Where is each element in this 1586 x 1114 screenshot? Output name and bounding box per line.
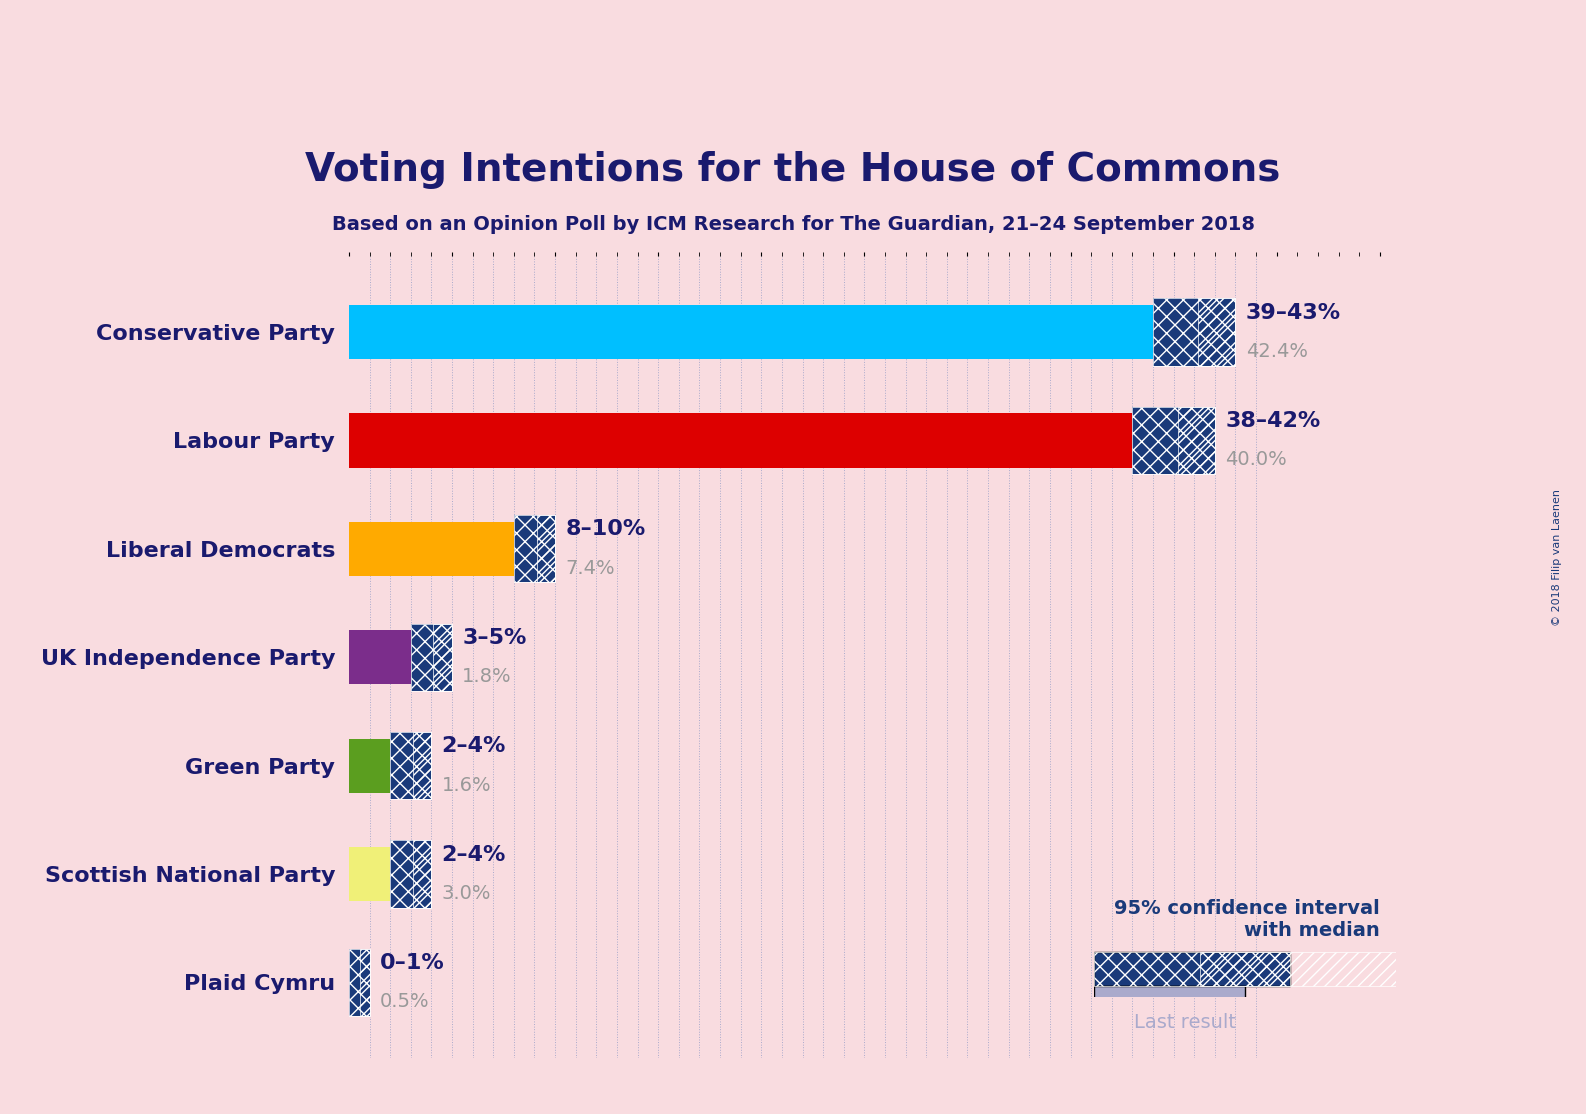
Bar [536, 516, 555, 583]
FancyBboxPatch shape [1094, 986, 1245, 1003]
Bar [349, 847, 390, 901]
Text: 40.0%: 40.0% [1224, 450, 1286, 469]
Bar [349, 860, 411, 888]
Bar [349, 427, 1174, 455]
Bar [349, 536, 501, 563]
Bar [1132, 407, 1215, 475]
Bar [349, 319, 1223, 345]
Bar [349, 413, 1132, 468]
Bar [514, 516, 555, 583]
Bar [349, 752, 382, 779]
Text: 2–4%: 2–4% [441, 736, 506, 756]
FancyBboxPatch shape [1094, 952, 1291, 986]
Bar [514, 516, 555, 583]
Bar [349, 305, 1153, 359]
Text: 8–10%: 8–10% [565, 519, 646, 539]
Text: 0.5%: 0.5% [381, 993, 430, 1012]
Text: 7.4%: 7.4% [565, 559, 615, 578]
Bar [1199, 299, 1235, 365]
Text: 39–43%: 39–43% [1247, 303, 1340, 323]
Text: 2–4%: 2–4% [441, 844, 506, 864]
Text: 95% confidence interval
with median: 95% confidence interval with median [1113, 899, 1380, 939]
Text: Based on an Opinion Poll by ICM Research for The Guardian, 21–24 September 2018: Based on an Opinion Poll by ICM Research… [331, 215, 1255, 234]
Bar [411, 624, 452, 691]
Bar [433, 624, 452, 691]
Text: 3.0%: 3.0% [441, 885, 492, 903]
Bar [412, 732, 431, 799]
Bar [390, 840, 431, 908]
Text: 1.6%: 1.6% [441, 775, 492, 794]
Bar [1153, 299, 1235, 365]
Bar [390, 840, 431, 908]
Bar [390, 732, 431, 799]
Bar [390, 732, 431, 799]
Text: 0–1%: 0–1% [381, 952, 444, 973]
Bar [349, 644, 385, 671]
Text: © 2018 Filip van Laenen: © 2018 Filip van Laenen [1553, 489, 1562, 625]
Text: 1.8%: 1.8% [463, 667, 512, 686]
Bar [1178, 407, 1215, 475]
Text: Voting Intentions for the House of Commons: Voting Intentions for the House of Commo… [306, 152, 1280, 189]
Bar [349, 739, 390, 793]
Bar [1132, 407, 1215, 475]
Bar [412, 840, 431, 908]
Bar [349, 949, 370, 1016]
Text: 42.4%: 42.4% [1247, 342, 1308, 361]
Bar [349, 969, 360, 996]
Bar [1153, 299, 1235, 365]
Bar [349, 631, 411, 684]
Text: 3–5%: 3–5% [463, 628, 527, 647]
Bar [360, 949, 370, 1016]
Text: Last result: Last result [1134, 1013, 1235, 1033]
Text: 38–42%: 38–42% [1224, 411, 1321, 431]
Bar [411, 624, 452, 691]
Bar [349, 521, 514, 576]
Bar [349, 949, 370, 1016]
